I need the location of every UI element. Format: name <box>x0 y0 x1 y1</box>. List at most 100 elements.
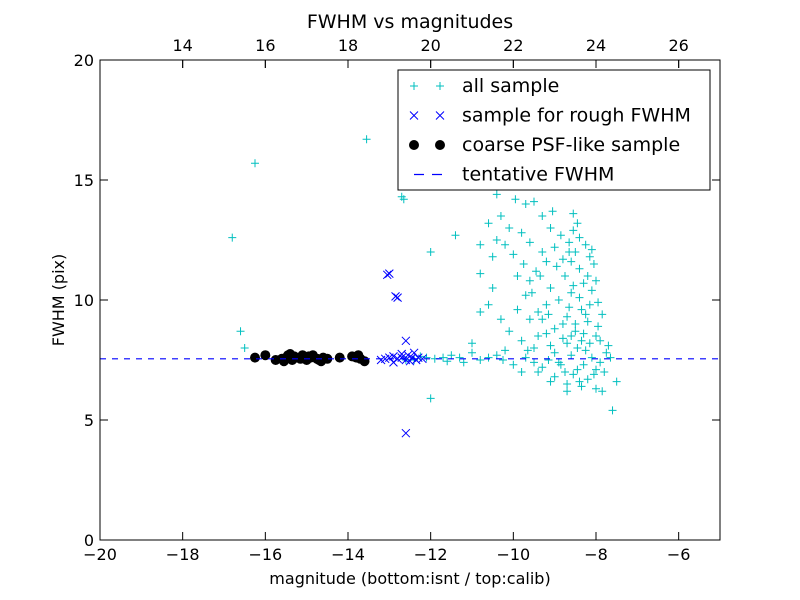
all-sample-point <box>492 351 501 360</box>
all-sample-point <box>554 296 563 304</box>
all-sample-point <box>571 320 580 328</box>
all-sample-point <box>468 348 476 357</box>
all-sample-point <box>602 348 611 357</box>
legend-marker <box>436 82 444 90</box>
all-sample-point <box>534 332 543 340</box>
all-sample-point <box>509 360 518 369</box>
coarse-psf-like-sample-point <box>316 356 327 367</box>
all-sample-point <box>443 357 452 366</box>
all-sample-point <box>484 353 493 362</box>
all-sample-point <box>579 329 588 338</box>
coarse-psf-like-sample-point <box>334 352 345 363</box>
all-sample-point <box>577 382 586 391</box>
all-sample-point <box>521 291 530 300</box>
coarse-psf-like-sample-point <box>278 356 289 367</box>
plot-marks <box>100 135 720 438</box>
all-sample-point <box>505 224 514 232</box>
all-sample-point <box>575 264 584 273</box>
all-sample-point <box>538 212 547 220</box>
all-sample-point <box>532 267 541 276</box>
legend-marker <box>410 82 418 90</box>
all-sample-point <box>565 238 574 247</box>
sample-for-rough-fwhm-point <box>382 270 392 280</box>
all-sample-point <box>426 394 435 403</box>
all-sample-point <box>575 233 584 242</box>
x-tick-label: −12 <box>414 545 448 564</box>
all-sample-point <box>573 365 582 374</box>
all-sample-point <box>577 305 586 314</box>
all-sample-point <box>488 252 497 261</box>
legend-marker <box>409 140 419 150</box>
all-sample-point <box>587 286 596 295</box>
all-sample-point <box>567 257 576 266</box>
all-sample-point <box>530 344 538 352</box>
all-sample-point <box>583 375 592 384</box>
all-sample-point <box>439 353 448 362</box>
all-sample-point <box>455 353 464 362</box>
all-sample-point <box>459 358 468 367</box>
sample-for-rough-fwhm-point <box>391 292 400 301</box>
all-sample-point <box>496 315 505 324</box>
all-sample-point <box>519 260 528 268</box>
all-sample-point <box>558 334 567 343</box>
all-sample-point <box>530 197 538 206</box>
all-sample-point <box>521 353 530 362</box>
all-sample-point <box>563 339 572 348</box>
all-sample-point <box>527 288 536 297</box>
all-sample-point <box>569 370 578 379</box>
all-sample-point <box>534 368 543 376</box>
all-sample-point <box>556 231 565 240</box>
y-tick-label: 10 <box>74 291 94 310</box>
coarse-psf-like-sample-point <box>353 350 364 361</box>
all-sample-point <box>228 233 237 242</box>
all-sample-point <box>513 305 522 314</box>
all-sample-point <box>561 368 569 376</box>
legend-marker <box>435 111 445 120</box>
coarse-psf-like-sample-point <box>250 352 260 363</box>
y-axis-label: FWHM (pix) <box>49 254 68 347</box>
all-sample-point <box>569 281 578 290</box>
all-sample-point <box>598 310 607 319</box>
plot-frame <box>99 59 721 541</box>
all-sample-point <box>447 351 456 360</box>
x-tick-label: −8 <box>584 545 608 564</box>
all-sample-point <box>569 226 578 235</box>
all-sample-point <box>517 228 526 237</box>
all-sample-point <box>523 346 532 355</box>
all-sample-point <box>581 346 590 355</box>
x-tick-label: −18 <box>166 545 200 564</box>
legend-entry-label: coarse PSF-like sample <box>462 134 680 156</box>
coarse-psf-like-sample-point <box>260 350 271 361</box>
all-sample-point <box>558 320 567 328</box>
all-sample-point <box>594 322 603 331</box>
all-sample-point <box>501 240 510 249</box>
top-tick-label: 14 <box>172 36 192 55</box>
top-tick-label: 26 <box>668 36 688 55</box>
all-sample-point <box>577 336 586 345</box>
top-tick-label: 18 <box>338 36 358 55</box>
all-sample-point <box>451 231 460 240</box>
all-sample-point <box>240 344 249 352</box>
all-sample-point <box>397 192 406 201</box>
all-sample-point <box>608 406 617 415</box>
x-axis-label: magnitude (bottom:isnt / top:calib) <box>269 569 550 588</box>
sample-for-rough-fwhm-point <box>376 355 386 365</box>
all-sample-point <box>517 336 526 345</box>
axis-ticks: −20 −18 −16 −14 −12 −10 −8 −6 0 5 10 15 20 14 16 18 20 22… <box>74 36 720 564</box>
all-sample-point <box>598 387 607 396</box>
all-sample-point <box>581 310 590 319</box>
all-sample-point <box>569 209 578 218</box>
x-tick-label: −14 <box>331 545 365 564</box>
sample-for-rough-fwhm-point <box>384 269 394 278</box>
all-sample-point <box>579 279 588 288</box>
all-sample-point <box>571 327 580 336</box>
legend-entry-label: tentative FWHM <box>462 164 614 186</box>
all-sample-point <box>567 332 576 340</box>
all-sample-point <box>546 284 555 292</box>
all-sample-point <box>606 353 615 362</box>
sample-for-rough-fwhm-point <box>418 354 427 364</box>
all-sample-point <box>579 360 588 369</box>
all-sample-point <box>521 200 530 208</box>
all-sample-point <box>592 276 600 285</box>
